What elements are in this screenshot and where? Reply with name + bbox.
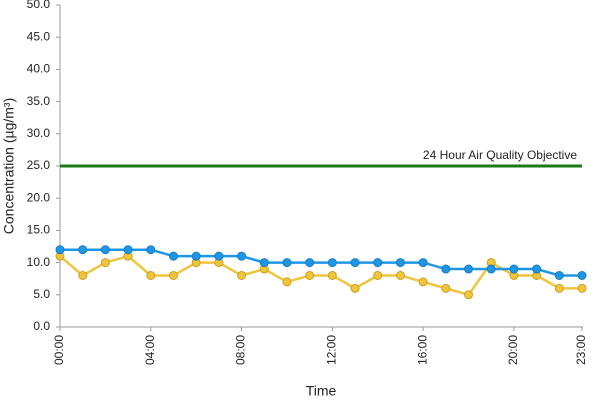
- data-point: [191, 251, 201, 261]
- data-point: [418, 277, 428, 287]
- data-point: [305, 270, 315, 280]
- data-point: [577, 283, 587, 293]
- x-tick-label: 04:00: [143, 335, 157, 365]
- data-point: [509, 264, 519, 274]
- data-point: [577, 270, 587, 280]
- y-tick-label: 15.0: [27, 223, 51, 237]
- x-tick-label: 20:00: [506, 335, 520, 365]
- data-point: [259, 258, 269, 268]
- y-tick-label: 25.0: [27, 158, 51, 172]
- data-point: [327, 258, 337, 268]
- data-point: [554, 270, 564, 280]
- y-axis-label: Concentration (µg/m³): [1, 98, 17, 234]
- x-tick-label: 08:00: [234, 335, 248, 365]
- data-point: [373, 270, 383, 280]
- y-tick-label: 35.0: [27, 94, 51, 108]
- reference-label: 24 Hour Air Quality Objective: [423, 148, 577, 162]
- data-point: [282, 277, 292, 287]
- data-point: [327, 270, 337, 280]
- data-point: [464, 264, 474, 274]
- data-point: [350, 258, 360, 268]
- data-point: [100, 258, 110, 268]
- data-point: [78, 245, 88, 255]
- x-tick-label: 16:00: [415, 335, 429, 365]
- data-point: [373, 258, 383, 268]
- data-point: [350, 283, 360, 293]
- data-point: [168, 270, 178, 280]
- data-point: [55, 245, 65, 255]
- data-point: [395, 258, 405, 268]
- data-point: [441, 264, 451, 274]
- series-line: [60, 248, 582, 277]
- data-point: [123, 245, 133, 255]
- data-point: [554, 283, 564, 293]
- y-tick-label: 45.0: [27, 29, 51, 43]
- x-tick-label: 23:00: [574, 335, 588, 365]
- x-tick-label: 12:00: [325, 335, 339, 365]
- data-point: [78, 270, 88, 280]
- data-point: [418, 258, 428, 268]
- data-point: [237, 251, 247, 261]
- data-point: [237, 270, 247, 280]
- data-point: [146, 245, 156, 255]
- data-point: [464, 290, 474, 300]
- x-axis-label: Time: [306, 383, 337, 399]
- data-point: [305, 258, 315, 268]
- y-tick-label: 0.0: [33, 319, 50, 333]
- data-point: [146, 270, 156, 280]
- data-point: [532, 264, 542, 274]
- y-tick-label: 5.0: [33, 287, 50, 301]
- data-point: [168, 251, 178, 261]
- y-tick-label: 40.0: [27, 62, 51, 76]
- data-point: [100, 245, 110, 255]
- x-tick-label: 00:00: [52, 335, 66, 365]
- y-tick-label: 20.0: [27, 190, 51, 204]
- data-point: [486, 264, 496, 274]
- data-point: [441, 283, 451, 293]
- y-tick-label: 50.0: [27, 0, 51, 11]
- data-point: [395, 270, 405, 280]
- y-tick-label: 30.0: [27, 126, 51, 140]
- data-point: [214, 251, 224, 261]
- y-tick-label: 10.0: [27, 255, 51, 269]
- data-point: [282, 258, 292, 268]
